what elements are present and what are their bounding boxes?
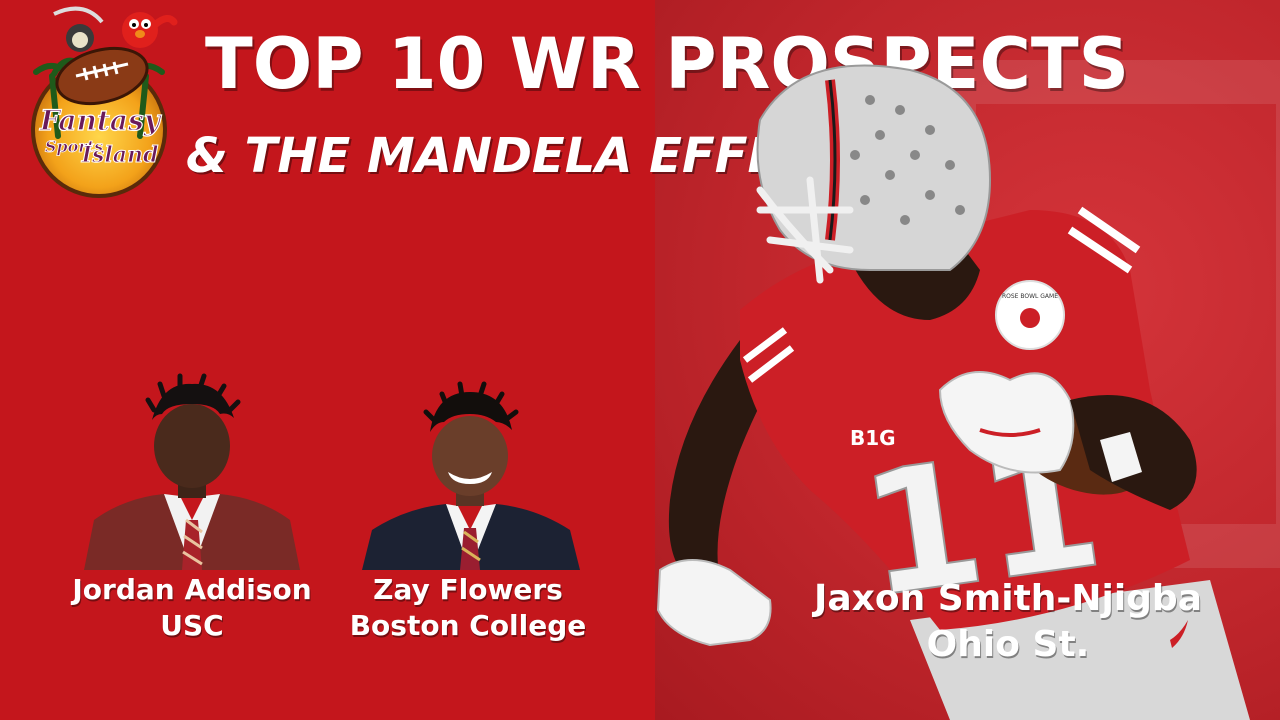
rose-bowl-patch-text: ROSE BOWL GAME: [1002, 293, 1058, 300]
page-subtitle: & THE MANDELA EFFECT: [186, 128, 849, 184]
headshot-jordan-addison: [84, 373, 300, 570]
left-glove: [656, 559, 772, 647]
logo-text-sports: Sports: [45, 137, 103, 156]
page-title: TOP 10 WR PROSPECTS: [205, 23, 1129, 105]
caption-jaxon-smith-njigba: Jaxon Smith-Njigba Ohio St.: [796, 576, 1220, 668]
prospect-name: Zay Flowers: [373, 573, 563, 606]
logo-text-fantasy: Fantasy: [39, 104, 162, 137]
right-glove: [938, 371, 1075, 474]
headshot-zay-flowers: [362, 381, 580, 570]
prospect-school: Ohio St.: [926, 624, 1090, 665]
prospect-name: Jordan Addison: [72, 573, 312, 606]
prospect-name: Jaxon Smith-Njigba: [813, 578, 1202, 619]
pants-logo: [1170, 620, 1188, 648]
buckeye-leaf-stickers: [850, 95, 965, 225]
prospect-school: USC: [160, 609, 224, 642]
jersey-conference-logo: B1G: [850, 426, 896, 450]
fantasy-sports-island-logo: Fantasy Sports Island: [31, 6, 178, 198]
prospect-school: Boston College: [349, 609, 587, 642]
logo-text-island: Island: [81, 142, 159, 168]
player-action-photo: 11 B1G ROSE BOWL GAME: [656, 64, 1250, 720]
caption-jordan-addison: Jordan Addison USC: [56, 572, 328, 644]
caption-zay-flowers: Zay Flowers Boston College: [340, 572, 596, 644]
